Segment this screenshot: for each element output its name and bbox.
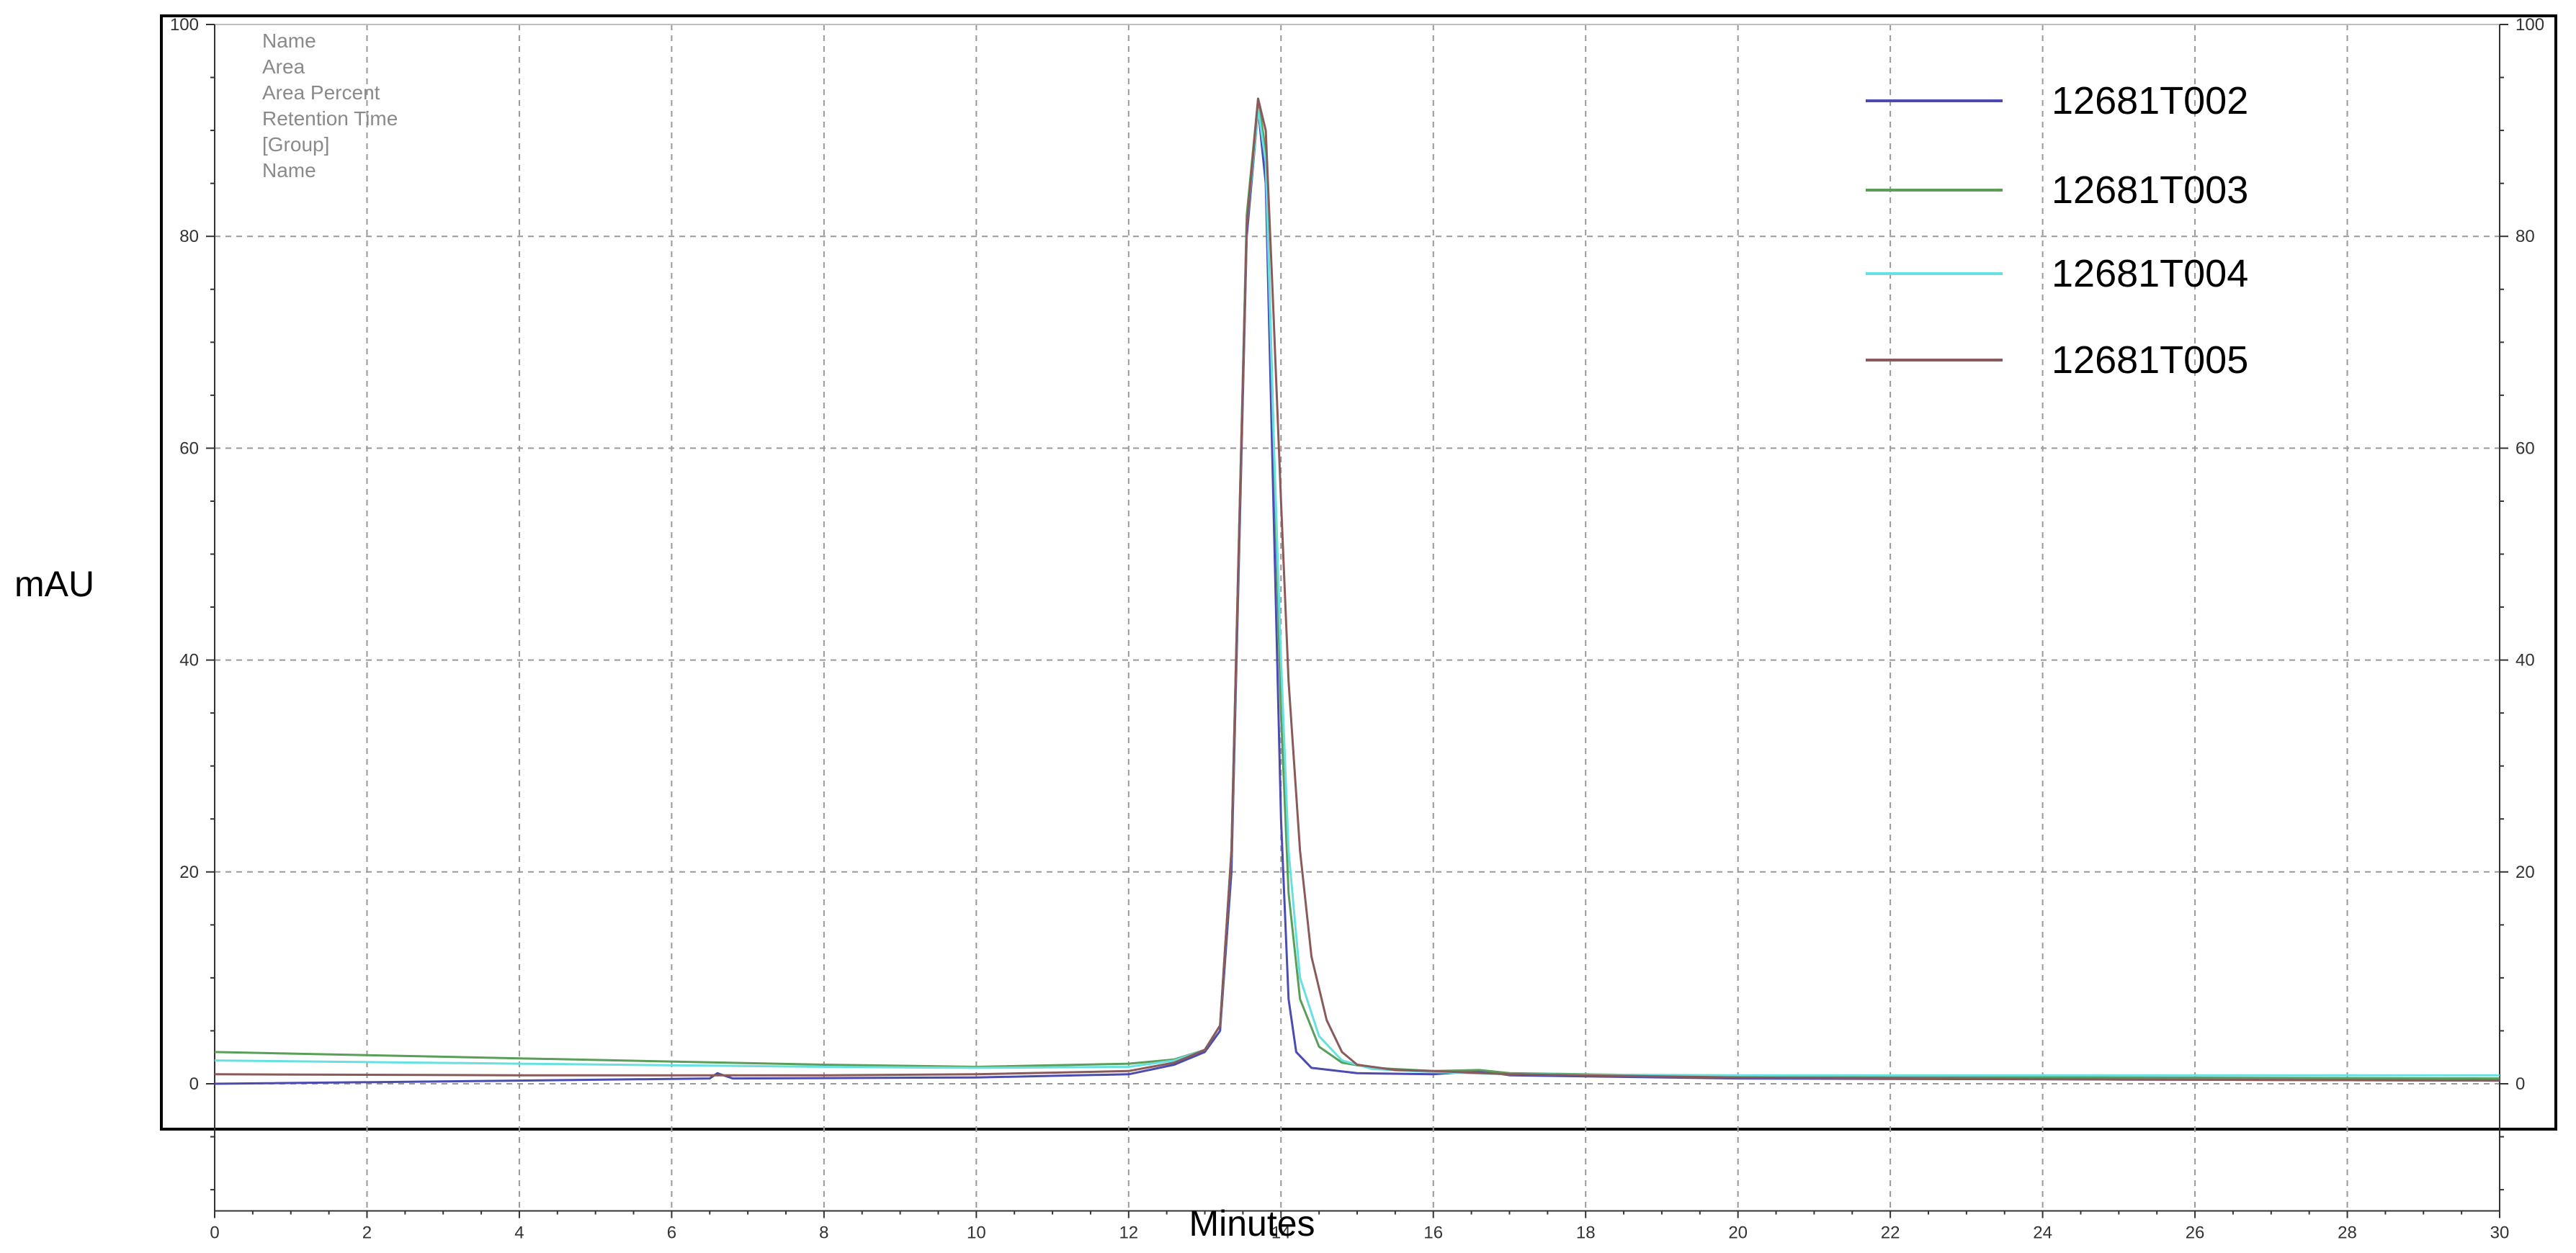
legend-label: 12681T005 <box>2052 338 2248 382</box>
peak-info-label: [Group] <box>262 133 329 156</box>
y-tick-label-left: 0 <box>189 1074 199 1094</box>
peak-info-label: Area <box>262 55 305 78</box>
x-tick-label: 24 <box>2033 1223 2052 1243</box>
y-tick-label-right: 20 <box>2515 863 2535 882</box>
x-tick-label: 28 <box>2338 1223 2357 1243</box>
y-tick-label-right: 80 <box>2515 227 2535 246</box>
x-tick-label: 16 <box>1423 1223 1443 1243</box>
y-axis-label: mAU <box>14 564 94 604</box>
legend-label: 12681T002 <box>2052 79 2248 122</box>
x-tick-label: 26 <box>2186 1223 2205 1243</box>
y-tick-label-right: 0 <box>2515 1074 2525 1094</box>
y-tick-label-left: 20 <box>179 863 199 882</box>
x-tick-label: 12 <box>1119 1223 1138 1243</box>
plot-border <box>160 14 2557 1131</box>
x-tick-label: 8 <box>819 1223 828 1243</box>
peak-info-label: Area Percent <box>262 81 380 104</box>
y-tick-label-right: 100 <box>2515 15 2544 35</box>
x-tick-label: 2 <box>362 1223 372 1243</box>
x-tick-label: 0 <box>210 1223 219 1243</box>
legend-label: 12681T004 <box>2052 252 2248 295</box>
x-tick-label: 10 <box>967 1223 986 1243</box>
legend-label: 12681T003 <box>2052 169 2248 212</box>
peak-info-label: Name <box>262 30 316 52</box>
y-tick-label-left: 80 <box>179 227 199 246</box>
peak-info-labels: Name Area Area Percent Retention Time [Group… <box>262 30 398 181</box>
y-tick-label-left: 100 <box>170 15 199 35</box>
x-tick-label: 14 <box>1271 1223 1291 1243</box>
x-tick-label: 30 <box>2490 1223 2510 1243</box>
x-axis-label: Minutes <box>1189 1203 1315 1244</box>
peak-info-label: Retention Time <box>262 107 398 130</box>
x-tick-label: 22 <box>1881 1223 1900 1243</box>
y-tick-label-left: 40 <box>179 651 199 670</box>
series-line <box>214 97 2500 1082</box>
legend: 12681T002 12681T003 12681T004 12681T005 <box>1866 79 2248 382</box>
x-tick-label: 20 <box>1728 1223 1748 1243</box>
y-tick-label-right: 40 <box>2515 651 2535 670</box>
series-group <box>214 97 2500 1085</box>
x-tick-label: 6 <box>667 1223 676 1243</box>
y-tick-label-right: 60 <box>2515 439 2535 458</box>
peak-info-label: Name <box>262 159 316 181</box>
grid-lines <box>215 24 2500 1211</box>
y-tick-label-left: 60 <box>179 439 199 458</box>
x-tick-label: 18 <box>1576 1223 1596 1243</box>
x-tick-label: 4 <box>514 1223 524 1243</box>
